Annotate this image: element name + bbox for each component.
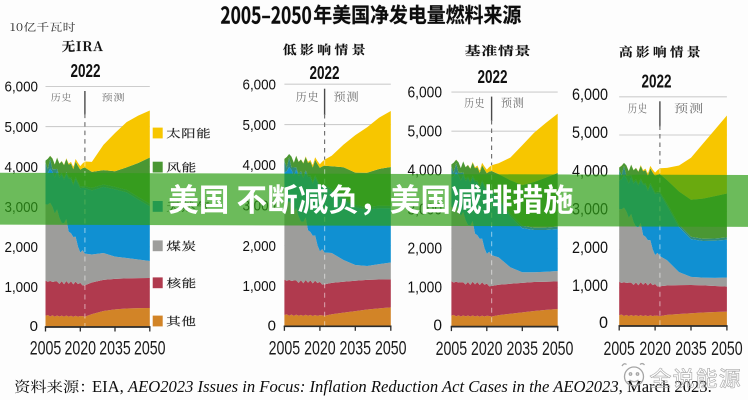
svg-text:2035: 2035 bbox=[340, 338, 372, 360]
svg-text:2022: 2022 bbox=[71, 61, 101, 81]
svg-text:4,000: 4,000 bbox=[243, 157, 277, 174]
svg-text:5,000: 5,000 bbox=[572, 124, 608, 142]
svg-text:4,000: 4,000 bbox=[5, 159, 39, 176]
svg-text:2005: 2005 bbox=[269, 338, 301, 360]
svg-text:2,000: 2,000 bbox=[5, 239, 39, 256]
svg-text:0: 0 bbox=[268, 317, 276, 334]
svg-text:1,000: 1,000 bbox=[408, 280, 443, 297]
svg-text:2,000: 2,000 bbox=[243, 238, 277, 255]
svg-text:2020: 2020 bbox=[304, 338, 336, 360]
svg-text:2035: 2035 bbox=[675, 338, 707, 360]
svg-text:6,000: 6,000 bbox=[5, 79, 39, 96]
svg-text:1,000: 1,000 bbox=[572, 277, 608, 295]
svg-text:2050: 2050 bbox=[542, 338, 574, 360]
svg-text:2,000: 2,000 bbox=[408, 241, 443, 258]
svg-text:5,000: 5,000 bbox=[5, 119, 39, 136]
svg-text:2050: 2050 bbox=[375, 338, 407, 360]
svg-text:5,000: 5,000 bbox=[243, 117, 277, 134]
svg-text:2022: 2022 bbox=[642, 71, 672, 91]
svg-text:2050: 2050 bbox=[134, 338, 166, 360]
svg-text:6,000: 6,000 bbox=[572, 86, 608, 104]
svg-text:2020: 2020 bbox=[471, 338, 503, 360]
svg-text:EIA, AEO2023 Issues in Focus:: EIA, AEO2023 Issues in Focus: Inflation … bbox=[92, 377, 712, 396]
svg-text:2020: 2020 bbox=[639, 338, 671, 360]
svg-text:2035: 2035 bbox=[507, 338, 539, 360]
svg-text:2022: 2022 bbox=[310, 63, 340, 83]
svg-text:5,000: 5,000 bbox=[408, 123, 443, 140]
svg-text:2020: 2020 bbox=[65, 338, 97, 360]
svg-text:0: 0 bbox=[599, 314, 608, 332]
svg-text:2005: 2005 bbox=[603, 338, 635, 360]
svg-text:6,000: 6,000 bbox=[408, 84, 443, 101]
svg-text:1,000: 1,000 bbox=[243, 278, 277, 295]
svg-text:1,000: 1,000 bbox=[5, 279, 39, 296]
svg-text:2050: 2050 bbox=[711, 338, 743, 360]
svg-text:2005: 2005 bbox=[30, 338, 62, 360]
svg-text:2035: 2035 bbox=[99, 338, 131, 360]
svg-text:2005: 2005 bbox=[436, 338, 468, 360]
svg-text:6,000: 6,000 bbox=[243, 76, 277, 93]
svg-text:2022: 2022 bbox=[478, 67, 508, 87]
svg-text:2,000: 2,000 bbox=[572, 239, 608, 257]
svg-text:0: 0 bbox=[433, 318, 442, 335]
svg-text:0: 0 bbox=[30, 318, 38, 335]
